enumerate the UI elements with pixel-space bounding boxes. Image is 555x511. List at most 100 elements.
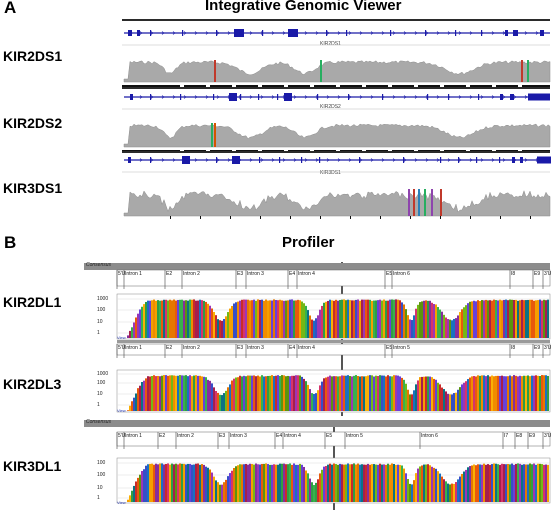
strand-arrow	[172, 95, 176, 99]
strand-arrow	[139, 158, 143, 162]
coverage-bar	[347, 463, 349, 502]
region-label: I8	[511, 345, 516, 351]
read-tick	[260, 216, 261, 219]
coverage-bar	[175, 463, 177, 502]
coverage-bar	[529, 299, 531, 338]
coverage-bar	[279, 299, 281, 338]
y-tick-label: 10	[97, 319, 103, 325]
coverage-bar	[513, 464, 515, 502]
track-label-kir2ds1: KIR2DS1	[3, 48, 63, 64]
strand-arrow	[326, 95, 330, 99]
variant-mark	[431, 189, 433, 216]
coverage-bar	[309, 315, 311, 338]
coverage-bar	[379, 375, 381, 411]
coverage-bar	[139, 474, 141, 502]
coverage-bar	[391, 463, 393, 502]
coverage-bar	[333, 463, 335, 502]
strand-arrow	[403, 158, 407, 162]
exon-tick	[390, 30, 392, 36]
coverage-bar	[157, 464, 159, 502]
coverage-bar	[393, 463, 395, 502]
strand-arrow	[403, 95, 407, 99]
coverage-bar	[387, 463, 389, 502]
coverage-bar	[427, 376, 429, 411]
region-label: E5	[386, 271, 393, 277]
view-link[interactable]: View	[117, 335, 126, 340]
coverage-bar	[481, 300, 483, 338]
strand-arrow	[282, 31, 286, 35]
y-tick-label: 100	[97, 460, 106, 466]
coverage-bar	[523, 464, 525, 502]
coverage-bar	[465, 381, 467, 411]
coverage-bar	[537, 375, 539, 411]
coverage-bar	[519, 463, 521, 502]
coverage-bar	[467, 303, 469, 338]
coverage-bar	[323, 302, 325, 338]
coverage-bar	[409, 483, 411, 502]
coverage-bar	[425, 464, 427, 502]
coverage-bar	[527, 299, 529, 338]
coverage-bar	[331, 464, 333, 502]
coverage-bar	[547, 299, 549, 338]
coverage-bar	[345, 300, 347, 338]
region-label: E8	[516, 433, 523, 439]
coverage-bar	[517, 300, 519, 338]
coverage-bar	[221, 320, 223, 338]
coverage-bar	[417, 380, 419, 411]
coverage-bar	[235, 302, 237, 338]
view-link[interactable]: View	[117, 500, 126, 505]
coverage-bar	[371, 375, 373, 411]
exon-tick	[216, 30, 218, 36]
coverage-bar	[319, 473, 321, 502]
coverage-bar	[301, 301, 303, 338]
coverage-bar	[325, 377, 327, 411]
coverage-bar	[495, 463, 497, 502]
coverage-bar	[437, 307, 439, 338]
coverage-bar	[515, 463, 517, 502]
variant-mark	[418, 189, 420, 216]
coverage-bar	[243, 464, 245, 502]
coverage-bar	[353, 300, 355, 338]
coverage-bar	[263, 300, 265, 338]
coverage-bar	[139, 385, 141, 411]
coverage-bar	[159, 376, 161, 411]
coverage-bar	[281, 375, 283, 411]
coverage-bar	[137, 477, 139, 502]
coverage-bar	[161, 463, 163, 502]
coverage-bar	[265, 299, 267, 338]
coverage-bar	[503, 376, 505, 411]
strand-arrow	[183, 31, 187, 35]
coverage-bar	[317, 390, 319, 411]
view-link[interactable]: View	[117, 408, 126, 413]
coverage-bar	[465, 305, 467, 338]
coverage-bar	[193, 464, 195, 502]
coverage-bar	[463, 307, 465, 338]
read-bar-gap	[284, 85, 288, 88]
coverage-bar	[393, 375, 395, 411]
strand-arrow	[139, 31, 143, 35]
coverage-bar	[511, 463, 513, 502]
exon-tick	[403, 157, 405, 163]
coverage-bar	[543, 375, 545, 411]
coverage-bar	[267, 375, 269, 411]
strand-arrow	[150, 31, 154, 35]
coverage-bar	[159, 300, 161, 338]
strand-arrow	[381, 158, 385, 162]
coverage-bar	[201, 376, 203, 411]
region-label: E3	[237, 271, 244, 277]
coverage-bar	[535, 464, 537, 502]
coverage-bar	[173, 375, 175, 411]
strand-arrow	[194, 158, 198, 162]
coverage-bar	[147, 300, 149, 338]
coverage-bar	[163, 464, 165, 502]
coverage-bar	[271, 300, 273, 338]
coverage-bar	[299, 463, 301, 502]
region-label: I7	[504, 433, 509, 439]
coverage-bar	[145, 378, 147, 411]
coverage-bar	[299, 375, 301, 411]
y-tick-label: 1000	[97, 371, 109, 377]
coverage-bar	[173, 299, 175, 338]
coverage-bar	[445, 317, 447, 338]
exon-tick	[382, 94, 384, 100]
coverage-bar	[439, 384, 441, 411]
